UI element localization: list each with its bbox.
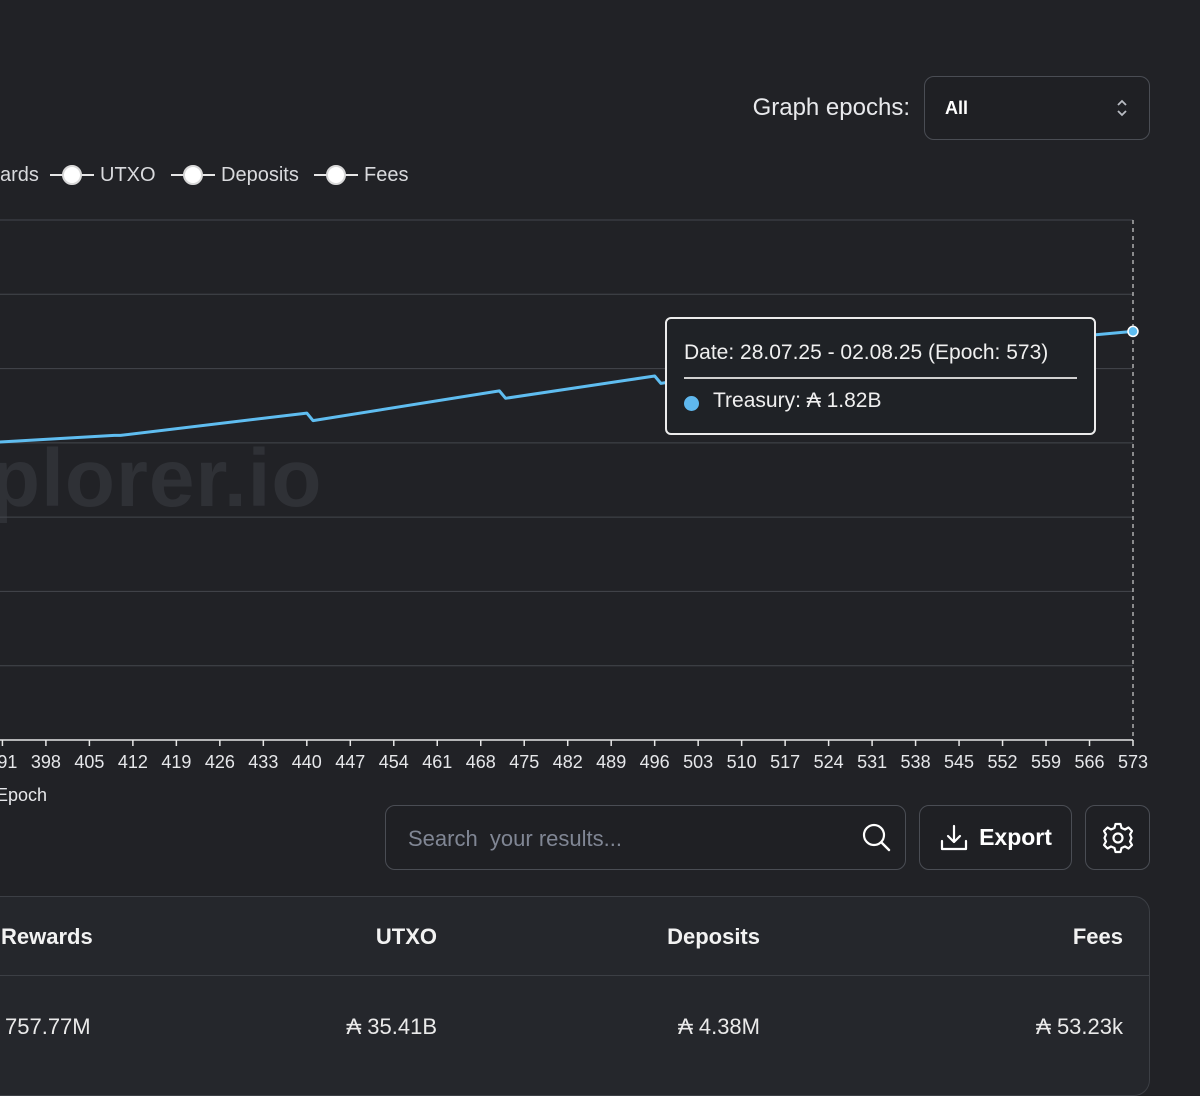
x-tick-label: 566 bbox=[1074, 752, 1104, 772]
export-label: Export bbox=[979, 824, 1052, 850]
x-tick-label: 391 bbox=[0, 752, 17, 772]
graph-epochs-select[interactable]: All bbox=[924, 76, 1150, 140]
graph-epochs-filter: Graph epochs: All bbox=[753, 76, 1150, 140]
x-tick-label: 454 bbox=[379, 752, 409, 772]
legend-marker-icon bbox=[314, 163, 358, 187]
x-tick-label: 482 bbox=[553, 752, 583, 772]
legend-item-rewards[interactable]: ards bbox=[0, 160, 39, 190]
x-tick-label: 440 bbox=[292, 752, 322, 772]
x-tick-label: 475 bbox=[509, 752, 539, 772]
search-icon[interactable] bbox=[861, 822, 891, 852]
search-input[interactable] bbox=[406, 806, 850, 871]
x-tick-label: 524 bbox=[814, 752, 844, 772]
legend-label: Fees bbox=[364, 163, 409, 186]
legend-item-deposits[interactable]: Deposits bbox=[171, 160, 299, 190]
data-point-highlight[interactable] bbox=[1127, 325, 1139, 338]
graph-epochs-label: Graph epochs: bbox=[752, 94, 910, 121]
cell-utxo: ₳ 35.41B bbox=[346, 1014, 437, 1039]
chart-tooltip: Date: 28.07.25 - 02.08.25 (Epoch: 573) T… bbox=[665, 317, 1096, 435]
legend-marker-icon bbox=[171, 163, 215, 187]
x-tick-label: 517 bbox=[770, 752, 800, 772]
x-tick-label: 496 bbox=[640, 752, 670, 772]
x-tick-label: 552 bbox=[988, 752, 1018, 772]
cell-deposits: ₳ 4.38M bbox=[678, 1014, 760, 1039]
graph-epochs-value: All bbox=[945, 97, 969, 118]
x-tick-label: 489 bbox=[596, 752, 626, 772]
x-tick-label: 461 bbox=[422, 752, 452, 772]
tooltip-series-dot bbox=[684, 396, 699, 411]
gear-icon bbox=[1102, 822, 1133, 853]
tooltip-date: Date: 28.07.25 - 02.08.25 (Epoch: 573) bbox=[684, 341, 1049, 364]
search-box bbox=[385, 805, 906, 871]
export-button[interactable]: Export bbox=[919, 805, 1072, 870]
legend-label: UTXO bbox=[100, 163, 156, 186]
x-tick-label: 405 bbox=[74, 752, 104, 772]
column-header-utxo[interactable]: UTXO bbox=[375, 924, 437, 949]
x-tick-label: 419 bbox=[161, 752, 191, 772]
x-tick-label: 433 bbox=[248, 752, 278, 772]
x-tick-label: 468 bbox=[466, 752, 496, 772]
x-tick-label: 573 bbox=[1118, 752, 1148, 772]
legend-marker-icon bbox=[50, 163, 94, 187]
x-tick-label: 545 bbox=[944, 752, 974, 772]
tooltip-value: Treasury: ₳ 1.82B bbox=[713, 389, 882, 412]
treasury-line-chart: 391 398 405 412 419 426 433 440 447 454 461 468 475 4… bbox=[0, 219, 1148, 772]
download-icon bbox=[940, 824, 968, 850]
cell-fees: ₳ 53.23k bbox=[1036, 1014, 1123, 1039]
x-tick-label: 398 bbox=[31, 752, 61, 772]
x-tick-label: 426 bbox=[205, 752, 235, 772]
legend-label: Deposits bbox=[221, 163, 299, 186]
settings-button[interactable] bbox=[1085, 805, 1150, 870]
results-table: Rewards UTXO Deposits Fees 757.77M ₳ 35.… bbox=[0, 896, 1150, 1096]
legend-label: ards bbox=[0, 163, 39, 186]
x-tick-label: 447 bbox=[335, 752, 365, 772]
column-header-rewards[interactable]: Rewards bbox=[1, 924, 93, 949]
x-tick-label: 531 bbox=[857, 752, 887, 772]
table-header-row: Rewards UTXO Deposits Fees bbox=[0, 897, 1149, 976]
column-header-fees[interactable]: Fees bbox=[1072, 924, 1123, 949]
x-axis-label: Epoch bbox=[0, 785, 48, 805]
x-tick-label: 503 bbox=[683, 752, 713, 772]
tooltip-divider bbox=[684, 377, 1077, 379]
x-tick-label: 559 bbox=[1031, 752, 1061, 772]
chevron-up-down-icon bbox=[1117, 99, 1127, 117]
legend-item-fees[interactable]: Fees bbox=[314, 160, 408, 190]
x-tick-label: 538 bbox=[901, 752, 931, 772]
x-tick-label: 412 bbox=[118, 752, 148, 772]
column-header-deposits[interactable]: Deposits bbox=[667, 924, 760, 949]
legend-item-utxo[interactable]: UTXO bbox=[50, 160, 156, 190]
cell-rewards: 757.77M bbox=[5, 1014, 91, 1039]
x-tick-label: 510 bbox=[727, 752, 757, 772]
